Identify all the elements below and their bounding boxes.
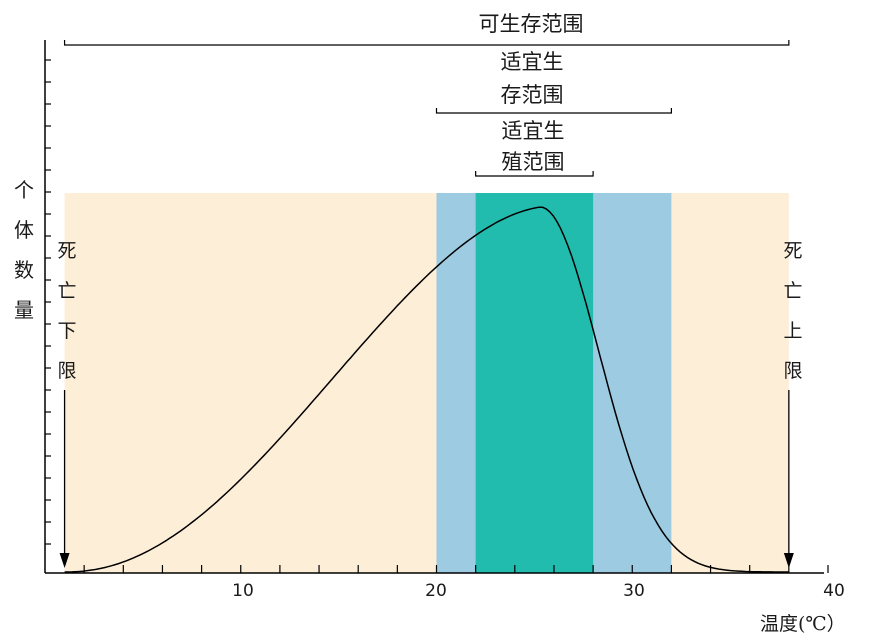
x-tick-label-30: 30	[623, 581, 645, 601]
arrow-head	[59, 553, 70, 568]
suitable-breeding-label-line2: 殖范围	[502, 150, 565, 174]
survival-range-label: 可生存范围	[479, 12, 584, 36]
lower-limit-char-4: 限	[57, 360, 76, 382]
y-axis-label-char-3: 数	[14, 258, 34, 282]
upper-limit-char-4: 限	[783, 360, 802, 382]
upper-limit-char-1: 死	[783, 240, 802, 262]
y-axis-ticks	[45, 59, 51, 545]
suitable-survival-label-line2: 存范围	[501, 83, 564, 107]
x-tick-label-40: 40	[823, 581, 845, 601]
lower-limit-char-3: 下	[57, 320, 76, 342]
lower-lethal-arrow	[59, 390, 70, 568]
suitable-survival-bracket	[435, 108, 672, 114]
upper-limit-char-2: 亡	[783, 280, 802, 302]
suitable-breeding-band	[475, 193, 594, 573]
upper-limit-char-3: 上	[783, 320, 802, 342]
x-axis-label: 温度(℃）	[760, 613, 846, 635]
y-axis-label-char-1: 个	[14, 178, 34, 202]
y-axis-label-char-2: 体	[14, 218, 34, 242]
survival-range-band	[64, 193, 789, 573]
upper-lethal-arrow	[783, 390, 794, 568]
population-curve	[64, 206, 789, 573]
x-axis-ticks	[83, 565, 829, 573]
suitable-breeding-bracket	[475, 171, 594, 177]
x-tick-label-10: 10	[232, 581, 254, 601]
x-tick-label-20: 20	[425, 581, 447, 601]
arrow-head	[783, 553, 794, 568]
survival-range-bracket	[63, 40, 790, 46]
lower-limit-char-2: 亡	[57, 280, 76, 302]
suitable-breeding-label-line1: 适宜生	[502, 119, 565, 143]
y-axis-label-char-4: 量	[14, 298, 34, 322]
lower-limit-char-1: 死	[57, 240, 76, 262]
suitable-survival-label-line1: 适宜生	[501, 50, 564, 74]
